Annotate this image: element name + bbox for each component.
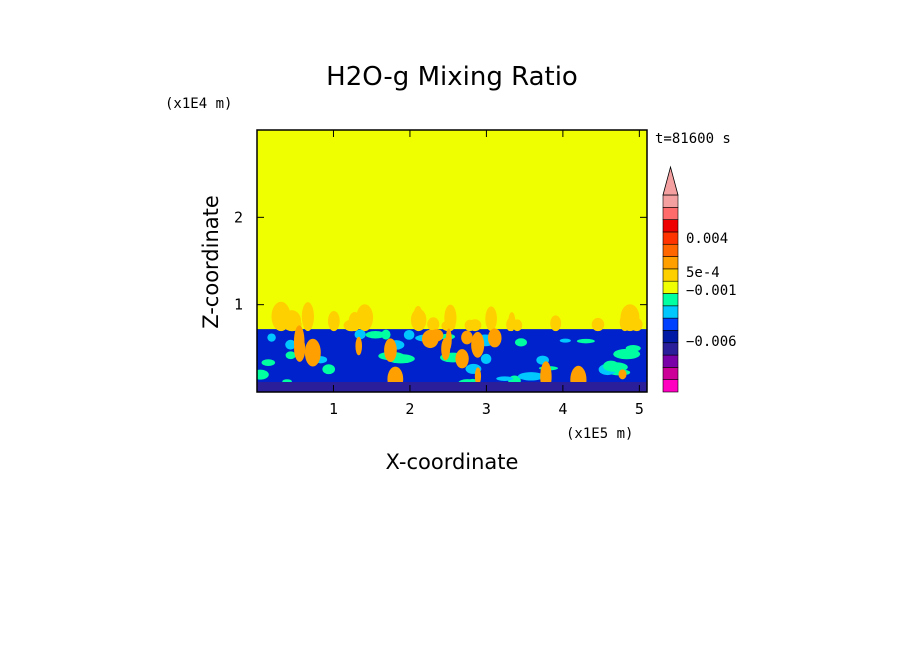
colorbar-level (662, 367, 679, 380)
colorbar-level (662, 256, 679, 270)
plume-filament (480, 353, 492, 365)
plot-frame (256, 129, 648, 393)
colorbar-level (662, 219, 679, 233)
plot-area (257, 130, 647, 392)
plume-fringe (550, 315, 562, 332)
colorbar-level (662, 268, 679, 282)
plume-filament (576, 338, 595, 344)
plume-updraft (461, 330, 473, 345)
plume-updraft (618, 369, 627, 380)
plume-fringe (512, 319, 523, 332)
plume-filament (381, 329, 391, 340)
colorbar-level (662, 330, 679, 344)
plume-updraft (384, 338, 397, 362)
plume-filament (625, 344, 641, 352)
plume-updraft (294, 335, 306, 362)
y-tick-label: 1 (234, 296, 243, 314)
colorbar-tick-label: 5e-4 (686, 265, 720, 281)
colorbar-level (662, 379, 679, 393)
plume-updraft (355, 336, 363, 356)
colorbar-tick-label: −0.006 (686, 334, 737, 350)
plume-filament (285, 351, 296, 360)
plume-updraft (304, 338, 321, 367)
plume-fringe (427, 317, 440, 332)
colorbar-level (662, 305, 679, 319)
colorbar-level (662, 354, 679, 368)
plume-filament (257, 369, 269, 380)
plume-fringe (327, 311, 340, 332)
colorbar: 0.004 5e-4 −0.001 −0.006 (662, 165, 737, 393)
turbulence-plumes (257, 301, 647, 392)
plume-filament (285, 339, 296, 350)
plume-filament (403, 329, 415, 340)
plume-filament (322, 364, 336, 375)
plume-filament (514, 338, 527, 347)
x-axis: 1 2 3 4 5 (329, 130, 644, 418)
plume-filament (261, 359, 276, 366)
plume-updraft (429, 329, 444, 342)
plume-filament (365, 330, 386, 339)
plume-updraft (471, 331, 485, 358)
plume-filament (354, 329, 366, 340)
colorbar-tick-label: −0.001 (686, 283, 737, 299)
plume-filament (517, 372, 545, 381)
y-unit-label: (x1E4 m) (165, 96, 232, 112)
plume-filament (496, 376, 514, 381)
plume-updraft (445, 328, 452, 351)
x-tick-label: 2 (405, 400, 414, 418)
colorbar-level (662, 231, 679, 245)
plume-fringe (620, 304, 640, 332)
x-tick-label: 4 (558, 400, 567, 418)
colorbar-level (662, 243, 679, 257)
y-tick-label: 2 (234, 208, 243, 226)
x-unit-label: (x1E5 m) (566, 426, 633, 442)
plume-fringe (343, 320, 361, 332)
colorbar-level (662, 317, 679, 331)
plume-fringe (301, 302, 315, 332)
plume-fringe (485, 306, 497, 332)
x-axis-label: X-coordinate (386, 450, 519, 474)
time-label: t=81600 s (655, 131, 731, 147)
plume-fringe (591, 317, 605, 332)
x-tick-label: 5 (635, 400, 644, 418)
plume-fringe (410, 308, 427, 332)
x-tick-label: 1 (329, 400, 338, 418)
plume-fringe (506, 318, 515, 332)
colorbar-level (662, 280, 679, 294)
colorbar-level (662, 293, 679, 307)
x-tick-label: 3 (482, 400, 491, 418)
colorbar-tick-label: 0.004 (686, 231, 728, 247)
plume-updraft (455, 349, 469, 369)
plume-updraft (474, 367, 482, 385)
y-axis-label: Z-coordinate (199, 195, 223, 329)
plume-fringe (356, 304, 374, 332)
colorbar-level (662, 207, 679, 220)
plume-updraft (487, 328, 502, 348)
surface-band (257, 382, 647, 392)
plume-filament (559, 338, 571, 343)
plume-fringe (444, 304, 457, 332)
y-axis: 12 (234, 208, 647, 314)
plume-filament (267, 333, 276, 342)
chart-title: H2O-g Mixing Ratio (326, 62, 578, 92)
colorbar-arrow (662, 165, 679, 196)
colorbar-level (662, 194, 679, 208)
colorbar-level (662, 342, 679, 356)
plume-fringe (464, 319, 476, 332)
